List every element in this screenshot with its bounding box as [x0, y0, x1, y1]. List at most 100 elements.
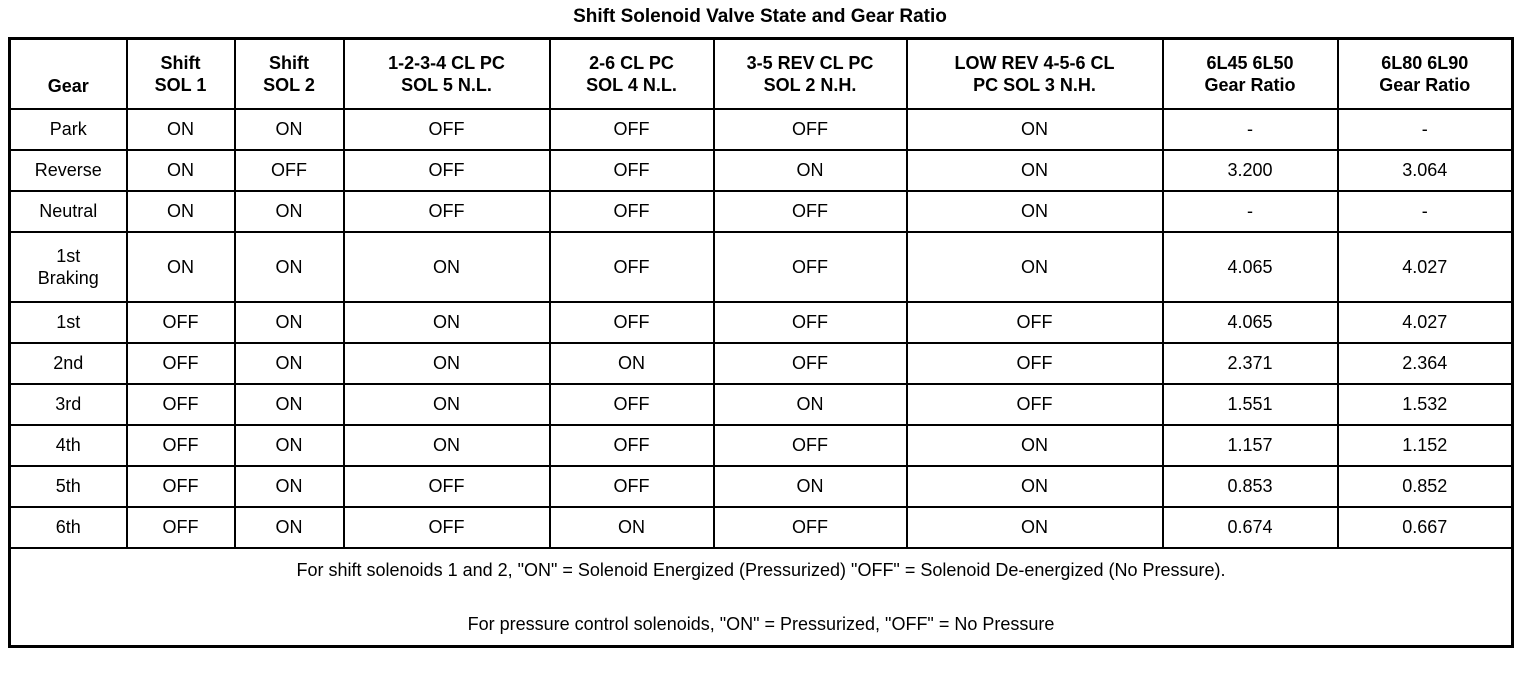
- state-cell: 4.027: [1336, 300, 1514, 344]
- state-cell: ON: [905, 148, 1164, 192]
- state-cell: ON: [548, 341, 715, 385]
- column-header: Shift SOL 1: [125, 37, 236, 110]
- state-cell: OFF: [712, 423, 908, 467]
- column-header: LOW REV 4-5-6 CL PC SOL 3 N.H.: [905, 37, 1164, 110]
- column-header: 3-5 REV CL PC SOL 2 N.H.: [712, 37, 908, 110]
- state-cell: ON: [233, 505, 345, 549]
- column-header-line: SOL 5 N.L.: [401, 74, 492, 95]
- state-cell: ON: [342, 423, 551, 467]
- state-cell: ON: [233, 423, 345, 467]
- gear-cell: 4th: [8, 423, 128, 467]
- state-cell: OFF: [233, 148, 345, 192]
- note-shift-solenoids: For shift solenoids 1 and 2, "ON" = Sole…: [296, 559, 1226, 580]
- state-cell: ON: [125, 148, 236, 192]
- state-cell: OFF: [125, 341, 236, 385]
- column-header-line: Gear Ratio: [1379, 74, 1471, 95]
- gear-cell: Park: [8, 107, 128, 151]
- state-cell: OFF: [712, 341, 908, 385]
- state-cell: ON: [233, 107, 345, 151]
- state-cell: ON: [905, 464, 1164, 508]
- gear-cell: 3rd: [8, 382, 128, 426]
- state-cell: -: [1336, 189, 1514, 233]
- column-header-line: SOL 2: [263, 74, 315, 95]
- state-cell: OFF: [548, 148, 715, 192]
- table-header: Gear Shift SOL 1 Shift SOL 2 1-2-3-4 CL PC SOL…: [8, 37, 1514, 110]
- table-footer: For shift solenoids 1 and 2, "ON" = Sole…: [8, 546, 1514, 648]
- state-cell: ON: [712, 148, 908, 192]
- state-cell: 0.853: [1161, 464, 1339, 508]
- state-cell: OFF: [905, 300, 1164, 344]
- state-cell: ON: [125, 189, 236, 233]
- state-cell: OFF: [712, 189, 908, 233]
- column-header-line: 3-5 REV CL PC: [746, 52, 874, 73]
- state-cell: OFF: [548, 189, 715, 233]
- state-cell: ON: [233, 382, 345, 426]
- column-header-line: SOL 4 N.L.: [586, 74, 677, 95]
- state-cell: OFF: [125, 423, 236, 467]
- state-cell: ON: [905, 189, 1164, 233]
- cell-line: 1st: [56, 245, 81, 266]
- cell-line: Braking: [37, 267, 99, 288]
- state-cell: -: [1161, 107, 1339, 151]
- state-cell: ON: [342, 300, 551, 344]
- table-row: 5th OFF ON OFF OFF ON ON 0.853 0.852: [8, 464, 1514, 508]
- note-pressure-control-solenoids: For pressure control solenoids, "ON" = P…: [467, 613, 1055, 634]
- state-cell: -: [1161, 189, 1339, 233]
- state-cell: OFF: [342, 505, 551, 549]
- state-cell: OFF: [125, 505, 236, 549]
- state-cell: 4.027: [1336, 230, 1514, 303]
- page-title: Shift Solenoid Valve State and Gear Rati…: [573, 6, 947, 27]
- column-header-line: PC SOL 3 N.H.: [973, 74, 1096, 95]
- gear-cell: 1st: [8, 300, 128, 344]
- table-row: 6th OFF ON OFF ON OFF ON 0.674 0.667: [8, 505, 1514, 549]
- state-cell: OFF: [548, 107, 715, 151]
- state-cell: 4.065: [1161, 230, 1339, 303]
- state-cell: OFF: [548, 382, 715, 426]
- state-cell: ON: [233, 189, 345, 233]
- state-cell: -: [1336, 107, 1514, 151]
- gear-cell: 1st Braking: [8, 230, 128, 303]
- column-header-line: Gear: [47, 75, 89, 96]
- column-header: 2-6 CL PC SOL 4 N.L.: [548, 37, 715, 110]
- table-row: 1st OFF ON ON OFF OFF OFF 4.065 4.027: [8, 300, 1514, 344]
- state-cell: 0.674: [1161, 505, 1339, 549]
- state-cell: OFF: [125, 300, 236, 344]
- state-cell: ON: [233, 230, 345, 303]
- column-header-line: SOL 2 N.H.: [763, 74, 857, 95]
- state-cell: OFF: [342, 148, 551, 192]
- column-header: Shift SOL 2: [233, 37, 345, 110]
- state-cell: OFF: [125, 464, 236, 508]
- state-cell: OFF: [712, 230, 908, 303]
- gear-cell: 6th: [8, 505, 128, 549]
- state-cell: OFF: [342, 189, 551, 233]
- notes-cell: For shift solenoids 1 and 2, "ON" = Sole…: [8, 546, 1514, 648]
- column-header-line: 6L80 6L90: [1381, 52, 1469, 73]
- column-header-line: 2-6 CL PC: [589, 52, 674, 73]
- column-header-line: Gear Ratio: [1204, 74, 1296, 95]
- table-body: Park ON ON OFF OFF OFF ON - - Reverse ON OFF OFF OFF O…: [8, 107, 1514, 549]
- state-cell: ON: [712, 382, 908, 426]
- state-cell: ON: [125, 230, 236, 303]
- state-cell: OFF: [125, 382, 236, 426]
- state-cell: 2.364: [1336, 341, 1514, 385]
- state-cell: OFF: [548, 464, 715, 508]
- gear-cell: Neutral: [8, 189, 128, 233]
- state-cell: ON: [233, 300, 345, 344]
- column-header: 1-2-3-4 CL PC SOL 5 N.L.: [342, 37, 551, 110]
- state-cell: 1.551: [1161, 382, 1339, 426]
- table-row: 4th OFF ON ON OFF OFF ON 1.157 1.152: [8, 423, 1514, 467]
- state-cell: OFF: [905, 341, 1164, 385]
- state-cell: ON: [342, 382, 551, 426]
- column-header-line: Shift: [160, 52, 201, 73]
- state-cell: ON: [342, 341, 551, 385]
- column-header-line: 6L45 6L50: [1206, 52, 1294, 73]
- column-header: 6L80 6L90 Gear Ratio: [1336, 37, 1514, 110]
- table-row: 3rd OFF ON ON OFF ON OFF 1.551 1.532: [8, 382, 1514, 426]
- state-cell: OFF: [905, 382, 1164, 426]
- state-cell: OFF: [548, 230, 715, 303]
- table-row: Reverse ON OFF OFF OFF ON ON 3.200 3.064: [8, 148, 1514, 192]
- state-cell: ON: [342, 230, 551, 303]
- state-cell: 3.200: [1161, 148, 1339, 192]
- table-row: Park ON ON OFF OFF OFF ON - -: [8, 107, 1514, 151]
